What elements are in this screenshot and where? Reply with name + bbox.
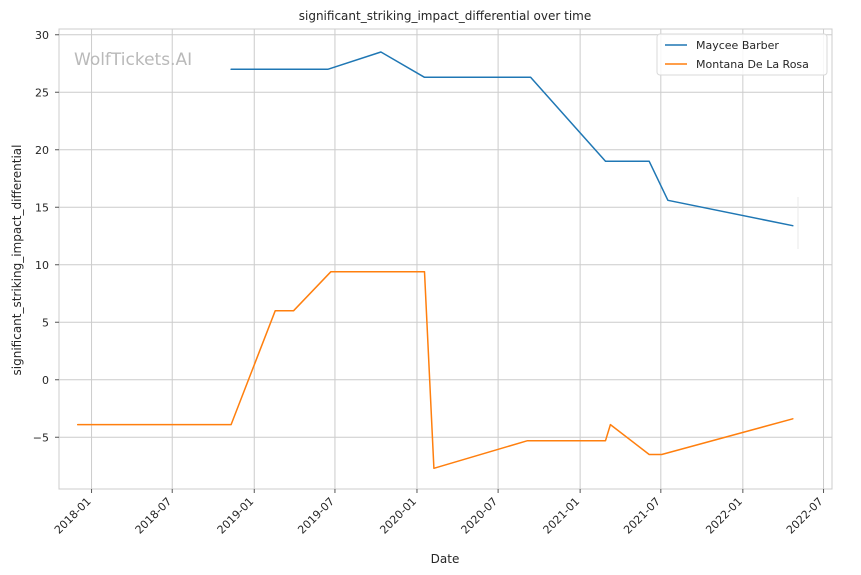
y-tick-label: 25 [35, 86, 49, 99]
y-axis-label: significant_striking_impact_differential [10, 145, 24, 376]
grid-layer [59, 29, 832, 489]
plot-background [59, 29, 832, 489]
legend: Maycee Barber Montana De La Rosa [656, 33, 828, 76]
y-axis-ticks: −5 0 5 10 15 20 25 30 [33, 29, 59, 444]
series-line-maycee-barber [230, 51, 794, 227]
y-tick-label: 5 [42, 316, 49, 329]
series-layer [76, 51, 794, 470]
y-tick-label: −5 [33, 431, 49, 444]
chart-title: significant_striking_impact_differential… [299, 9, 591, 23]
y-tick-label: 15 [35, 201, 49, 214]
legend-label-montana-de-la-rosa: Montana De La Rosa [696, 58, 809, 71]
legend-box [656, 33, 828, 76]
y-tick-label: 10 [35, 259, 49, 272]
legend-label-maycee-barber: Maycee Barber [696, 39, 779, 52]
plot-frame [58, 28, 833, 490]
y-tick-label: 0 [42, 374, 49, 387]
watermark-text: WolfTickets.AI [74, 50, 192, 70]
y-tick-label: 30 [35, 29, 49, 42]
y-tick-label: 20 [35, 144, 49, 157]
series-line-montana-de-la-rosa [76, 270, 794, 470]
plot-area [58, 28, 833, 490]
x-axis-label: Date [431, 552, 460, 566]
